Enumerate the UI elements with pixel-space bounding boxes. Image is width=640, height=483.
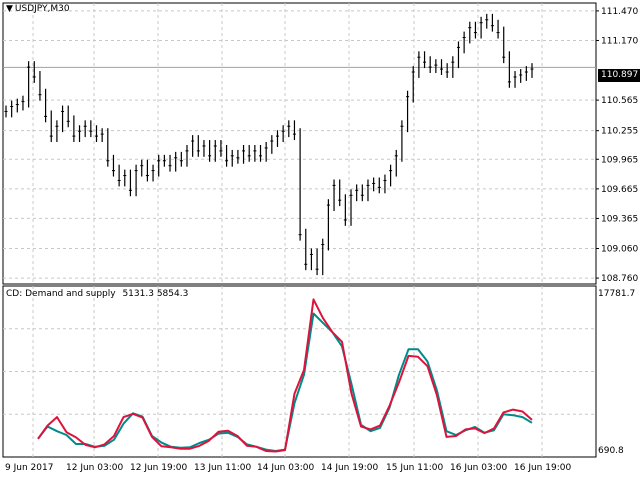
main-pane-frame bbox=[2, 2, 597, 285]
y-tick-label: 109.060 bbox=[601, 245, 638, 255]
y-tick-label: 110.255 bbox=[601, 127, 638, 137]
indicator-value-2: 5854.3 bbox=[156, 289, 189, 299]
indicator-axis-top: 17781.7 bbox=[598, 289, 636, 299]
y-tick-label: 111.470 bbox=[601, 7, 638, 17]
symbol-name: USDJPY,M30 bbox=[14, 4, 70, 14]
indicator-label: CD: Demand and supply 5131.3 5854.3 bbox=[6, 289, 188, 299]
current-price-tag: 110.897 bbox=[598, 69, 640, 82]
indicator-name: CD: Demand and supply bbox=[6, 289, 116, 299]
dropdown-triangle-icon[interactable]: ▼ bbox=[6, 4, 13, 14]
y-tick-label: 109.365 bbox=[601, 214, 638, 224]
x-tick-label: 14 Jun 19:00 bbox=[321, 463, 378, 473]
x-tick-label: 14 Jun 03:00 bbox=[257, 463, 314, 473]
x-tick-label: 16 Jun 19:00 bbox=[514, 463, 571, 473]
y-tick-label: 108.760 bbox=[601, 274, 638, 284]
y-tick-label: 110.565 bbox=[601, 96, 638, 106]
indicator-value-1: 5131.3 bbox=[122, 289, 154, 299]
demand-series-line bbox=[37, 298, 533, 453]
y-tick-label: 109.665 bbox=[601, 185, 638, 195]
symbol-label: ▼ USDJPY,M30 bbox=[6, 4, 70, 14]
x-tick-label: 16 Jun 03:00 bbox=[450, 463, 507, 473]
indicator-axis-bottom: 690.8 bbox=[598, 446, 624, 456]
x-tick-label: 9 Jun 2017 bbox=[5, 463, 53, 473]
x-tick-label: 12 Jun 03:00 bbox=[66, 463, 123, 473]
x-tick-label: 15 Jun 11:00 bbox=[386, 463, 443, 473]
y-tick-label: 109.965 bbox=[601, 155, 638, 165]
x-tick-label: 13 Jun 11:00 bbox=[194, 463, 251, 473]
x-tick-label: 12 Jun 19:00 bbox=[130, 463, 187, 473]
y-tick-label: 111.170 bbox=[601, 36, 638, 46]
